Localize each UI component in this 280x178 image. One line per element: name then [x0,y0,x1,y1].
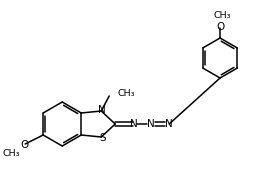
Text: S: S [99,133,106,143]
Text: CH₃: CH₃ [3,148,20,158]
Text: N: N [130,119,138,129]
Text: CH₃: CH₃ [213,12,231,20]
Text: N: N [98,105,106,115]
Text: N: N [165,119,173,129]
Text: CH₃: CH₃ [117,90,135,98]
Text: O: O [216,22,224,32]
Text: O: O [20,140,28,150]
Text: N: N [147,119,155,129]
